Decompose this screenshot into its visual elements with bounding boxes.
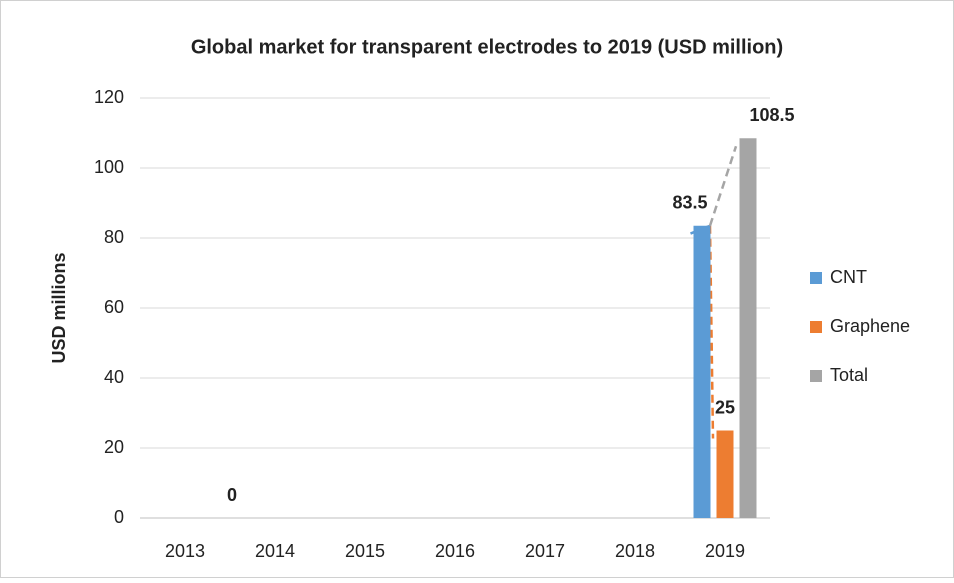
x-tick-label: 2019 (705, 541, 745, 561)
legend-swatch (810, 272, 822, 284)
data-label: 25 (715, 397, 735, 417)
legend-swatch (810, 321, 822, 333)
y-axis-label: USD millions (49, 252, 69, 363)
bar (739, 138, 757, 518)
y-tick-label: 100 (94, 157, 124, 177)
x-tick-label: 2013 (165, 541, 205, 561)
x-tick-label: 2018 (615, 541, 655, 561)
y-tick-label: 20 (104, 437, 124, 457)
data-label: 83.5 (672, 193, 707, 213)
legend-swatch (810, 370, 822, 382)
trend-line (708, 145, 738, 227)
bar (693, 225, 711, 518)
legend-label: Total (830, 365, 868, 385)
x-tick-label: 2014 (255, 541, 295, 561)
trend-line (708, 225, 715, 439)
y-tick-label: 120 (94, 87, 124, 107)
x-tick-label: 2015 (345, 541, 385, 561)
y-tick-label: 0 (114, 507, 124, 527)
y-tick-label: 40 (104, 367, 124, 387)
x-tick-label: 2016 (435, 541, 475, 561)
bar (716, 430, 734, 518)
legend-label: Graphene (830, 316, 910, 336)
chart-title: Global market for transparent electrodes… (191, 36, 783, 58)
data-label: 108.5 (749, 105, 794, 125)
y-tick-label: 60 (104, 297, 124, 317)
x-tick-label: 2017 (525, 541, 565, 561)
legend-label: CNT (830, 267, 867, 287)
y-tick-label: 80 (104, 227, 124, 247)
data-label: 0 (227, 485, 237, 505)
